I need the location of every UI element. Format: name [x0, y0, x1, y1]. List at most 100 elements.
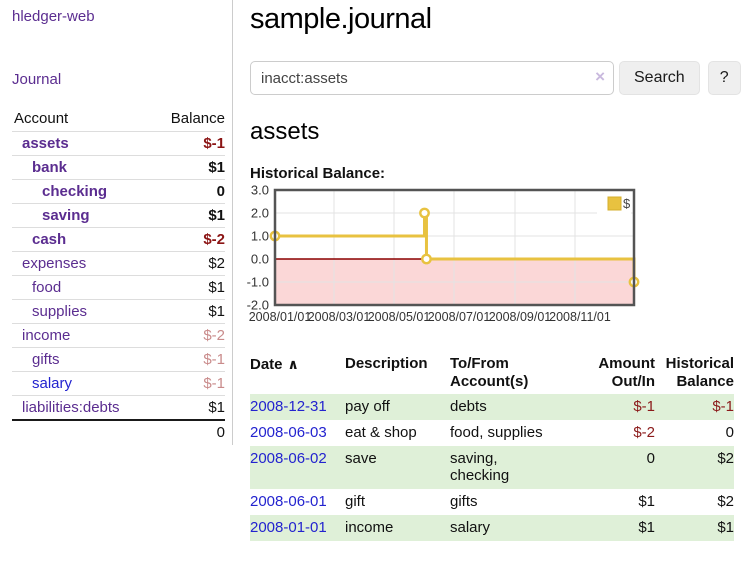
- balance-column-header: Balance: [170, 110, 225, 127]
- transaction-date-link[interactable]: 2008-01-01: [250, 519, 327, 536]
- transaction-historical-balance: $2: [717, 493, 734, 510]
- account-balance: $-2: [151, 323, 225, 348]
- account-balance: $-1: [151, 131, 225, 156]
- account-balance: $-2: [151, 227, 225, 252]
- transaction-date-link[interactable]: 2008-06-02: [250, 450, 327, 467]
- transaction-accounts: debts: [450, 398, 487, 415]
- transaction-row: 2008-06-03 eat & shop food, supplies $-2 0: [250, 420, 734, 446]
- transactions-table: Date ∧ Description To/From Account(s) Amou…: [250, 352, 734, 541]
- account-row: gifts $-1: [12, 347, 225, 372]
- account-link[interactable]: expenses: [22, 255, 87, 272]
- amount-column-header: Amount Out/In: [598, 355, 655, 390]
- search-field-wrapper: ×: [250, 61, 614, 95]
- transaction-description: gift: [345, 493, 366, 510]
- account-link[interactable]: income: [22, 327, 71, 344]
- transaction-row: 2008-01-01 income salary $1 $1: [250, 515, 734, 541]
- description-column-header: Description: [345, 355, 428, 372]
- account-table-header-row: Account Balance: [12, 107, 225, 132]
- transaction-amount: $-1: [633, 398, 655, 415]
- y-axis-tick-label: 3.0: [251, 183, 269, 198]
- page-title: sample.journal: [250, 3, 432, 35]
- data-point-marker[interactable]: [421, 253, 432, 265]
- x-axis-tick-label: 2008/11/01: [549, 310, 611, 324]
- historical-balance-chart: $3.0 2.0 1.0 0.0 -1.0 -2.0 2008/01/01 2008/03/0…: [247, 183, 670, 335]
- date-column-header[interactable]: Date ∧: [250, 356, 299, 373]
- legend-swatch-icon: [607, 196, 622, 211]
- account-heading: assets: [250, 118, 320, 145]
- transaction-historical-balance: $2: [717, 450, 734, 467]
- legend-label: $: [623, 196, 631, 211]
- account-link[interactable]: assets: [22, 135, 69, 152]
- transaction-amount: $-2: [633, 424, 655, 441]
- account-link[interactable]: liabilities:debts: [22, 399, 120, 416]
- sidebar: hledger-web Journal Account Balance asse…: [0, 0, 233, 445]
- transaction-date-link[interactable]: 2008-06-03: [250, 424, 327, 441]
- transaction-historical-balance: $1: [717, 519, 734, 536]
- account-balance: $2: [151, 251, 225, 276]
- account-row: assets $-1: [12, 131, 225, 156]
- transaction-accounts: salary: [450, 519, 491, 536]
- account-row: supplies $1: [12, 299, 225, 324]
- x-axis-tick-label: 2008/05/01: [368, 310, 431, 324]
- y-axis-tick-label: 2.0: [251, 206, 269, 221]
- account-balance: 0: [151, 179, 225, 204]
- transaction-historical-balance: $-1: [712, 398, 734, 415]
- y-axis-tick-label: 0.0: [251, 252, 269, 267]
- transaction-accounts: food, supplies: [450, 424, 543, 441]
- data-point-marker[interactable]: [419, 207, 430, 219]
- account-link[interactable]: salary: [32, 375, 73, 392]
- account-row: expenses $2: [12, 251, 225, 276]
- transactions-header-row: Date ∧ Description To/From Account(s) Amou…: [250, 352, 734, 394]
- transaction-row: 2008-06-01 gift gifts $1 $2: [250, 489, 734, 515]
- account-row: checking 0: [12, 179, 225, 204]
- transaction-date-link[interactable]: 2008-06-01: [250, 493, 327, 510]
- account-row: food $1: [12, 275, 225, 300]
- account-link[interactable]: saving: [42, 207, 90, 224]
- y-axis-tick-label: -2.0: [247, 298, 269, 313]
- chart-svg: $3.0 2.0 1.0 0.0 -1.0 -2.02008/01/012008/03/0…: [247, 183, 640, 324]
- transaction-description: save: [345, 450, 377, 467]
- plot-border: [273, 188, 636, 307]
- x-axis-tick-label: 2008/07/01: [428, 310, 491, 324]
- transaction-description: eat & shop: [345, 424, 417, 441]
- transaction-description: income: [345, 519, 394, 536]
- account-row: salary $-1: [12, 371, 225, 396]
- account-row: income $-2: [12, 323, 225, 348]
- transaction-amount: $1: [638, 519, 655, 536]
- transaction-date-link[interactable]: 2008-12-31: [250, 398, 327, 415]
- search-input[interactable]: [250, 61, 614, 95]
- account-balance-table: Account Balance assets $-1 bank $1 checking 0…: [12, 107, 225, 445]
- account-link[interactable]: bank: [32, 159, 68, 176]
- sidebar-journal-link[interactable]: Journal: [12, 71, 62, 88]
- transaction-accounts: saving, checking: [450, 450, 510, 484]
- account-link[interactable]: supplies: [32, 303, 88, 320]
- x-axis-tick-label: 2008/01/01: [249, 310, 312, 324]
- transaction-row: 2008-06-02 save saving, checking 0 $2: [250, 446, 734, 489]
- transaction-historical-balance: 0: [725, 424, 734, 441]
- transaction-row: 2008-12-31 pay off debts $-1 $-1: [250, 394, 734, 420]
- app-brand-link[interactable]: hledger-web: [12, 8, 95, 25]
- tofrom-account-column-header: To/From Account(s): [450, 355, 529, 390]
- total-row: 0: [12, 419, 225, 445]
- y-axis-tick-label: -1.0: [247, 275, 269, 290]
- help-button[interactable]: ?: [707, 61, 741, 95]
- account-balance: $1: [151, 299, 225, 324]
- account-balance: $1: [151, 275, 225, 300]
- x-axis-tick-label: 2008/09/01: [489, 310, 552, 324]
- account-row: liabilities:debts $1: [12, 395, 225, 420]
- account-link[interactable]: checking: [42, 183, 108, 200]
- account-balance: $-1: [151, 347, 225, 372]
- account-row: saving $1: [12, 203, 225, 228]
- account-link[interactable]: gifts: [32, 351, 60, 368]
- transaction-description: pay off: [345, 398, 390, 415]
- clear-search-icon[interactable]: ×: [595, 67, 605, 86]
- sort-ascending-icon: ∧: [287, 356, 299, 372]
- account-balance: $1: [151, 203, 225, 228]
- x-axis-tick-label: 2008/03/01: [308, 310, 371, 324]
- main-content: sample.journal × Search ? assets Histori…: [233, 0, 742, 541]
- account-link[interactable]: cash: [32, 231, 67, 248]
- total-balance: 0: [151, 419, 225, 445]
- account-link[interactable]: food: [32, 279, 62, 296]
- search-button[interactable]: Search: [619, 61, 700, 95]
- app-window: hledger-web Journal Account Balance asse…: [0, 0, 742, 541]
